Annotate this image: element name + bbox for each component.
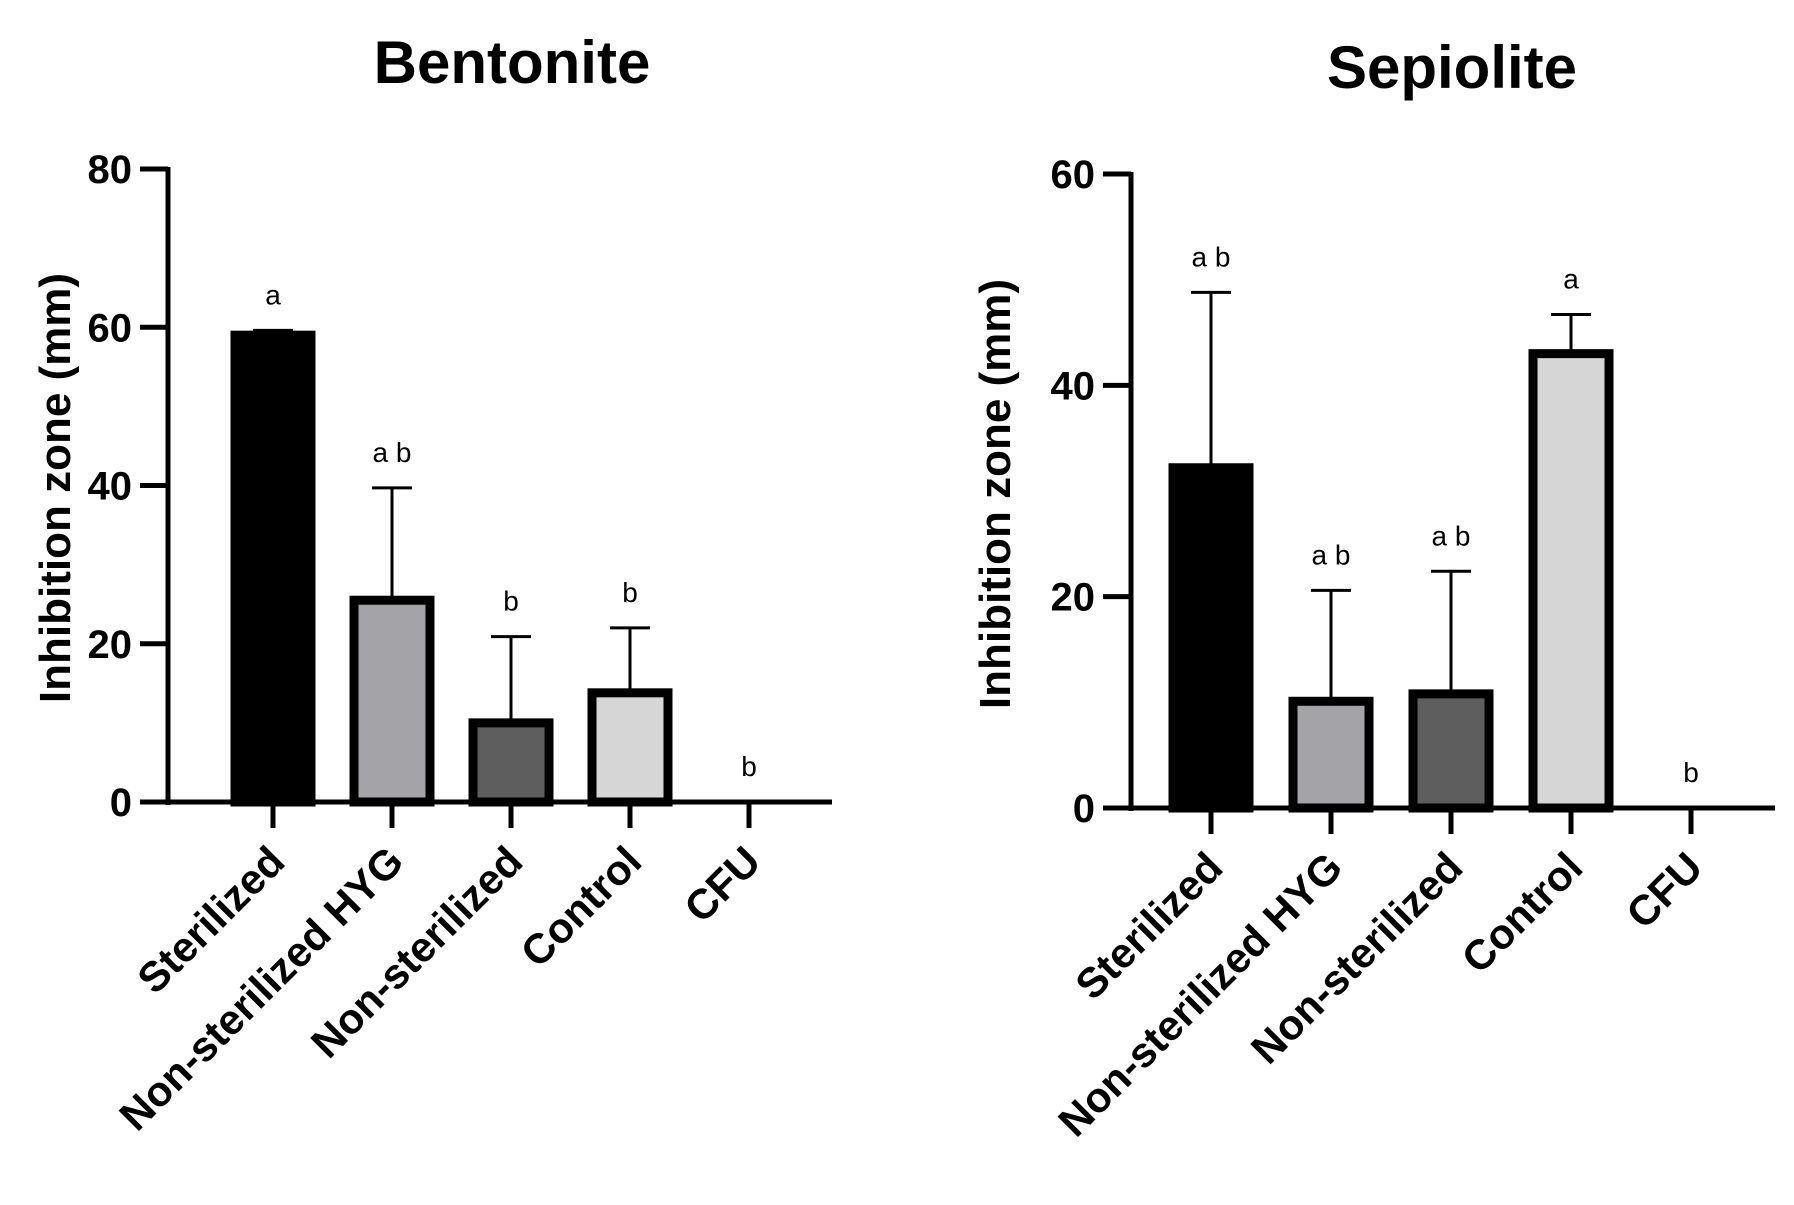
x-tick-label: CFU — [1617, 843, 1711, 937]
bar — [230, 330, 316, 807]
x-tick-label: Control — [1453, 843, 1592, 982]
y-tick-label: 80 — [88, 148, 133, 192]
y-tick-label: 20 — [88, 623, 133, 667]
y-tick-label: 0 — [110, 781, 132, 825]
bar — [349, 595, 435, 807]
chart-title: Sepiolite — [1327, 34, 1577, 101]
significance-label: a b — [1192, 241, 1231, 272]
y-tick-label: 40 — [88, 465, 133, 509]
bar — [1528, 349, 1614, 813]
significance-label: a b — [373, 437, 412, 468]
y-tick-label: 40 — [1051, 364, 1096, 408]
sepiolite-chart: Sepiolite Inhibition zone (mm) a bSteril… — [971, 34, 1775, 1145]
significance-label: a — [265, 279, 281, 310]
significance-label: a b — [1432, 520, 1471, 551]
chart-title: Bentonite — [374, 29, 651, 96]
y-tick-label: 60 — [1051, 153, 1096, 197]
y-axis-title: Inhibition zone (mm) — [971, 279, 1020, 709]
y-tick-label: 0 — [1073, 787, 1095, 831]
significance-label: a b — [1312, 539, 1351, 570]
y-axis-title: Inhibition zone (mm) — [31, 273, 80, 703]
bar — [1288, 696, 1374, 813]
y-tick-label: 60 — [88, 306, 133, 350]
significance-label: b — [1683, 757, 1699, 788]
significance-label: b — [503, 586, 519, 617]
bar — [587, 688, 673, 807]
bar — [1168, 463, 1254, 813]
bar — [1408, 689, 1494, 813]
x-tick-label: Non-sterilized — [1242, 843, 1472, 1073]
significance-label: b — [622, 577, 638, 608]
significance-label: b — [741, 751, 757, 782]
x-tick-label: CFU — [675, 837, 769, 931]
x-tick-label: Control — [512, 837, 651, 976]
x-tick-label: Non-sterilized — [302, 837, 532, 1067]
significance-label: a — [1563, 264, 1579, 295]
y-tick-label: 20 — [1051, 576, 1096, 620]
bentonite-chart: Bentonite Inhibition zone (mm) aSteriliz… — [31, 29, 832, 1139]
bar — [468, 718, 554, 807]
